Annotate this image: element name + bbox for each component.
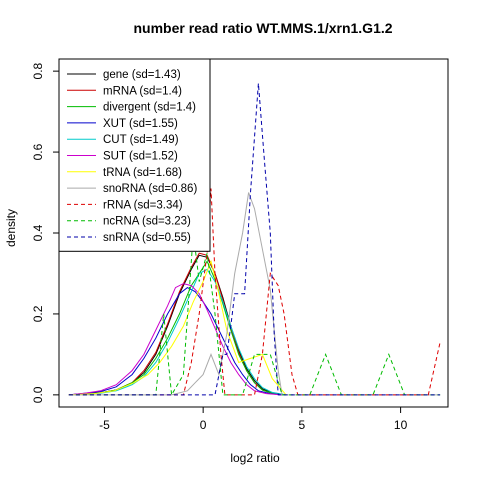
legend-label: snRNA (sd=0.55) xyxy=(103,232,191,244)
x-tick-label: 5 xyxy=(299,418,306,432)
legend-label: tRNA (sd=1.68) xyxy=(103,167,182,179)
legend: gene (sd=1.43) mRNA (sd=1.4) divergent (sd… xyxy=(58,58,211,252)
legend-label: CUT (sd=1.49) xyxy=(103,134,179,146)
legend-label: divergent (sd=1.4) xyxy=(103,102,196,114)
y-tick-label: 0.6 xyxy=(31,143,45,160)
chart-title: number read ratio WT.MMS.1/xrn1.G1.2 xyxy=(133,20,392,36)
x-tick-label: -5 xyxy=(99,418,110,432)
y-tick-label: 0.2 xyxy=(31,305,45,322)
series-line-5 xyxy=(68,283,283,396)
y-axis-label: density xyxy=(4,209,18,247)
series-line-2 xyxy=(68,260,287,396)
legend-label: snoRNA (sd=0.86) xyxy=(103,183,197,195)
y-tick-label: 0.0 xyxy=(31,386,45,403)
series-line-10 xyxy=(68,83,441,396)
series-line-8 xyxy=(68,188,441,396)
series-line-1 xyxy=(68,252,287,396)
series-line-3 xyxy=(68,287,283,396)
series-line-7 xyxy=(68,192,441,396)
series-line-9 xyxy=(68,232,441,397)
x-axis-label: log2 ratio xyxy=(230,451,280,465)
plot-area xyxy=(68,83,441,397)
legend-label: ncRNA (sd=3.23) xyxy=(103,216,191,228)
legend-label: SUT (sd=1.52) xyxy=(103,151,178,163)
y-tick-label: 0.4 xyxy=(31,224,45,241)
x-tick-label: 0 xyxy=(200,418,207,432)
legend-label: gene (sd=1.43) xyxy=(103,69,181,81)
legend-label: rRNA (sd=3.34) xyxy=(103,199,183,211)
series-line-4 xyxy=(68,268,287,396)
x-tick-label: 10 xyxy=(394,418,408,432)
series-line-6 xyxy=(68,259,287,396)
y-tick-label: 0.8 xyxy=(31,62,45,79)
legend-label: mRNA (sd=1.4) xyxy=(103,85,182,97)
series-line-0 xyxy=(68,254,287,396)
legend-label: XUT (sd=1.55) xyxy=(103,118,178,130)
